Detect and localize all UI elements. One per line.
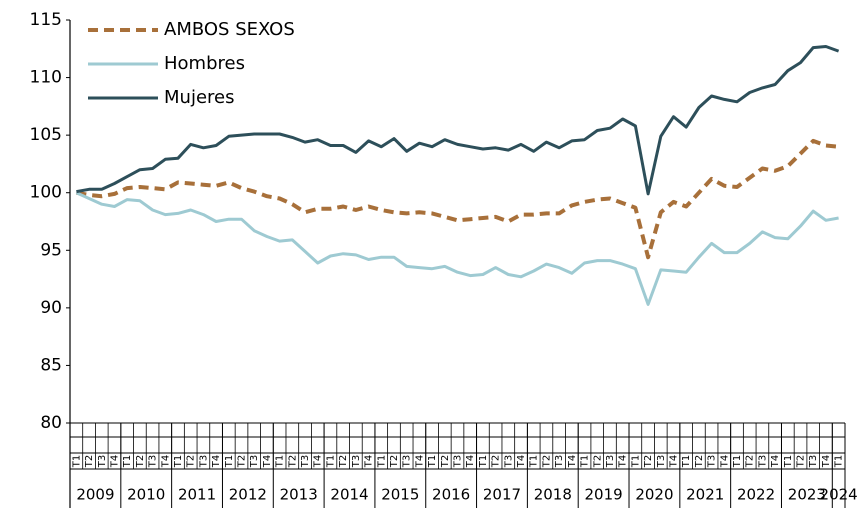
- x-tick-label: T2: [643, 455, 654, 468]
- year-label: 2022: [737, 486, 775, 504]
- y-tick-label: 105: [30, 125, 62, 145]
- x-tick-label: T1: [834, 455, 845, 468]
- x-tick-label: T1: [224, 455, 235, 468]
- series-line: [75, 191, 839, 306]
- year-label: 2017: [483, 486, 521, 504]
- x-tick-label: T2: [694, 455, 705, 468]
- x-tick-label: T3: [351, 455, 362, 468]
- year-label: 2009: [76, 486, 114, 504]
- x-tick-label: T3: [503, 455, 514, 468]
- x-tick-label: T2: [796, 455, 807, 468]
- year-label: 2018: [534, 486, 572, 504]
- x-tick-label: T3: [148, 455, 159, 468]
- x-tick-label: T4: [211, 455, 222, 468]
- x-tick-label: T1: [580, 455, 591, 468]
- x-tick-label: T3: [300, 455, 311, 468]
- x-tick-label: T2: [186, 455, 197, 468]
- x-tick-label: T3: [402, 455, 413, 468]
- x-tick-label: T3: [97, 455, 108, 468]
- x-tick-label: T2: [745, 455, 756, 468]
- x-tick-label: T1: [71, 455, 82, 468]
- x-tick-label: T4: [770, 455, 781, 468]
- x-tick-label: T1: [529, 455, 540, 468]
- x-tick-label: T3: [605, 455, 616, 468]
- y-tick-label: 90: [40, 298, 62, 318]
- x-tick-label: T4: [262, 455, 273, 468]
- x-tick-label: T4: [160, 455, 171, 468]
- x-tick-label: T4: [364, 455, 375, 468]
- series-line: [76, 138, 839, 260]
- x-tick-label: T2: [592, 455, 603, 468]
- y-tick-label: 115: [30, 10, 62, 30]
- y-tick-label: 95: [40, 240, 62, 260]
- y-tick-label: 80: [40, 413, 62, 433]
- x-tick-label: T1: [783, 455, 794, 468]
- x-tick-label: T4: [109, 455, 120, 468]
- x-tick-label: T1: [681, 455, 692, 468]
- x-tick-label: T1: [275, 455, 286, 468]
- x-tick-label: T2: [237, 455, 248, 468]
- x-tick-label: T4: [719, 455, 730, 468]
- x-tick-label: T1: [630, 455, 641, 468]
- year-label: 2024: [820, 486, 858, 504]
- y-tick-label: 110: [30, 68, 62, 88]
- x-tick-label: T1: [732, 455, 743, 468]
- x-tick-label: T2: [135, 455, 146, 468]
- x-tick-label: T3: [198, 455, 209, 468]
- x-tick-label: T3: [757, 455, 768, 468]
- x-tick-label: T4: [516, 455, 527, 468]
- year-label: 2023: [788, 486, 826, 504]
- y-tick-label: 85: [40, 355, 62, 375]
- x-tick-label: T4: [821, 455, 832, 468]
- x-tick-label: T1: [173, 455, 184, 468]
- year-label: 2013: [280, 486, 318, 504]
- year-label: 2011: [178, 486, 216, 504]
- x-tick-label: T4: [465, 455, 476, 468]
- year-label: 2021: [686, 486, 724, 504]
- x-tick-label: T1: [376, 455, 387, 468]
- x-tick-label: T4: [567, 455, 578, 468]
- x-tick-label: T2: [440, 455, 451, 468]
- x-tick-label: T3: [707, 455, 718, 468]
- x-tick-label: T3: [249, 455, 260, 468]
- x-tick-label: T2: [491, 455, 502, 468]
- x-tick-label: T4: [414, 455, 425, 468]
- series-line: [76, 45, 840, 196]
- year-label: 2016: [432, 486, 470, 504]
- legend-label: Hombres: [164, 53, 245, 74]
- x-tick-label: T4: [618, 455, 629, 468]
- x-tick-label: T1: [478, 455, 489, 468]
- year-label: 2015: [381, 486, 419, 504]
- x-tick-label: T2: [84, 455, 95, 468]
- x-tick-label: T3: [656, 455, 667, 468]
- x-tick-label: T1: [325, 455, 336, 468]
- y-tick-label: 100: [30, 183, 62, 203]
- x-tick-label: T1: [427, 455, 438, 468]
- legend-label: Mujeres: [164, 87, 234, 108]
- year-label: 2020: [635, 486, 673, 504]
- x-tick-label: T2: [287, 455, 298, 468]
- x-tick-label: T2: [541, 455, 552, 468]
- year-label: 2014: [330, 486, 368, 504]
- legend-label: AMBOS SEXOS: [164, 19, 295, 40]
- x-tick-label: T3: [808, 455, 819, 468]
- x-tick-label: T3: [453, 455, 464, 468]
- year-label: 2012: [229, 486, 267, 504]
- x-tick-label: T3: [554, 455, 565, 468]
- x-tick-label: T2: [389, 455, 400, 468]
- x-tick-label: T4: [668, 455, 679, 468]
- year-label: 2010: [127, 486, 165, 504]
- x-tick-label: T1: [122, 455, 133, 468]
- x-tick-label: T4: [313, 455, 324, 468]
- year-label: 2019: [585, 486, 623, 504]
- x-tick-label: T2: [338, 455, 349, 468]
